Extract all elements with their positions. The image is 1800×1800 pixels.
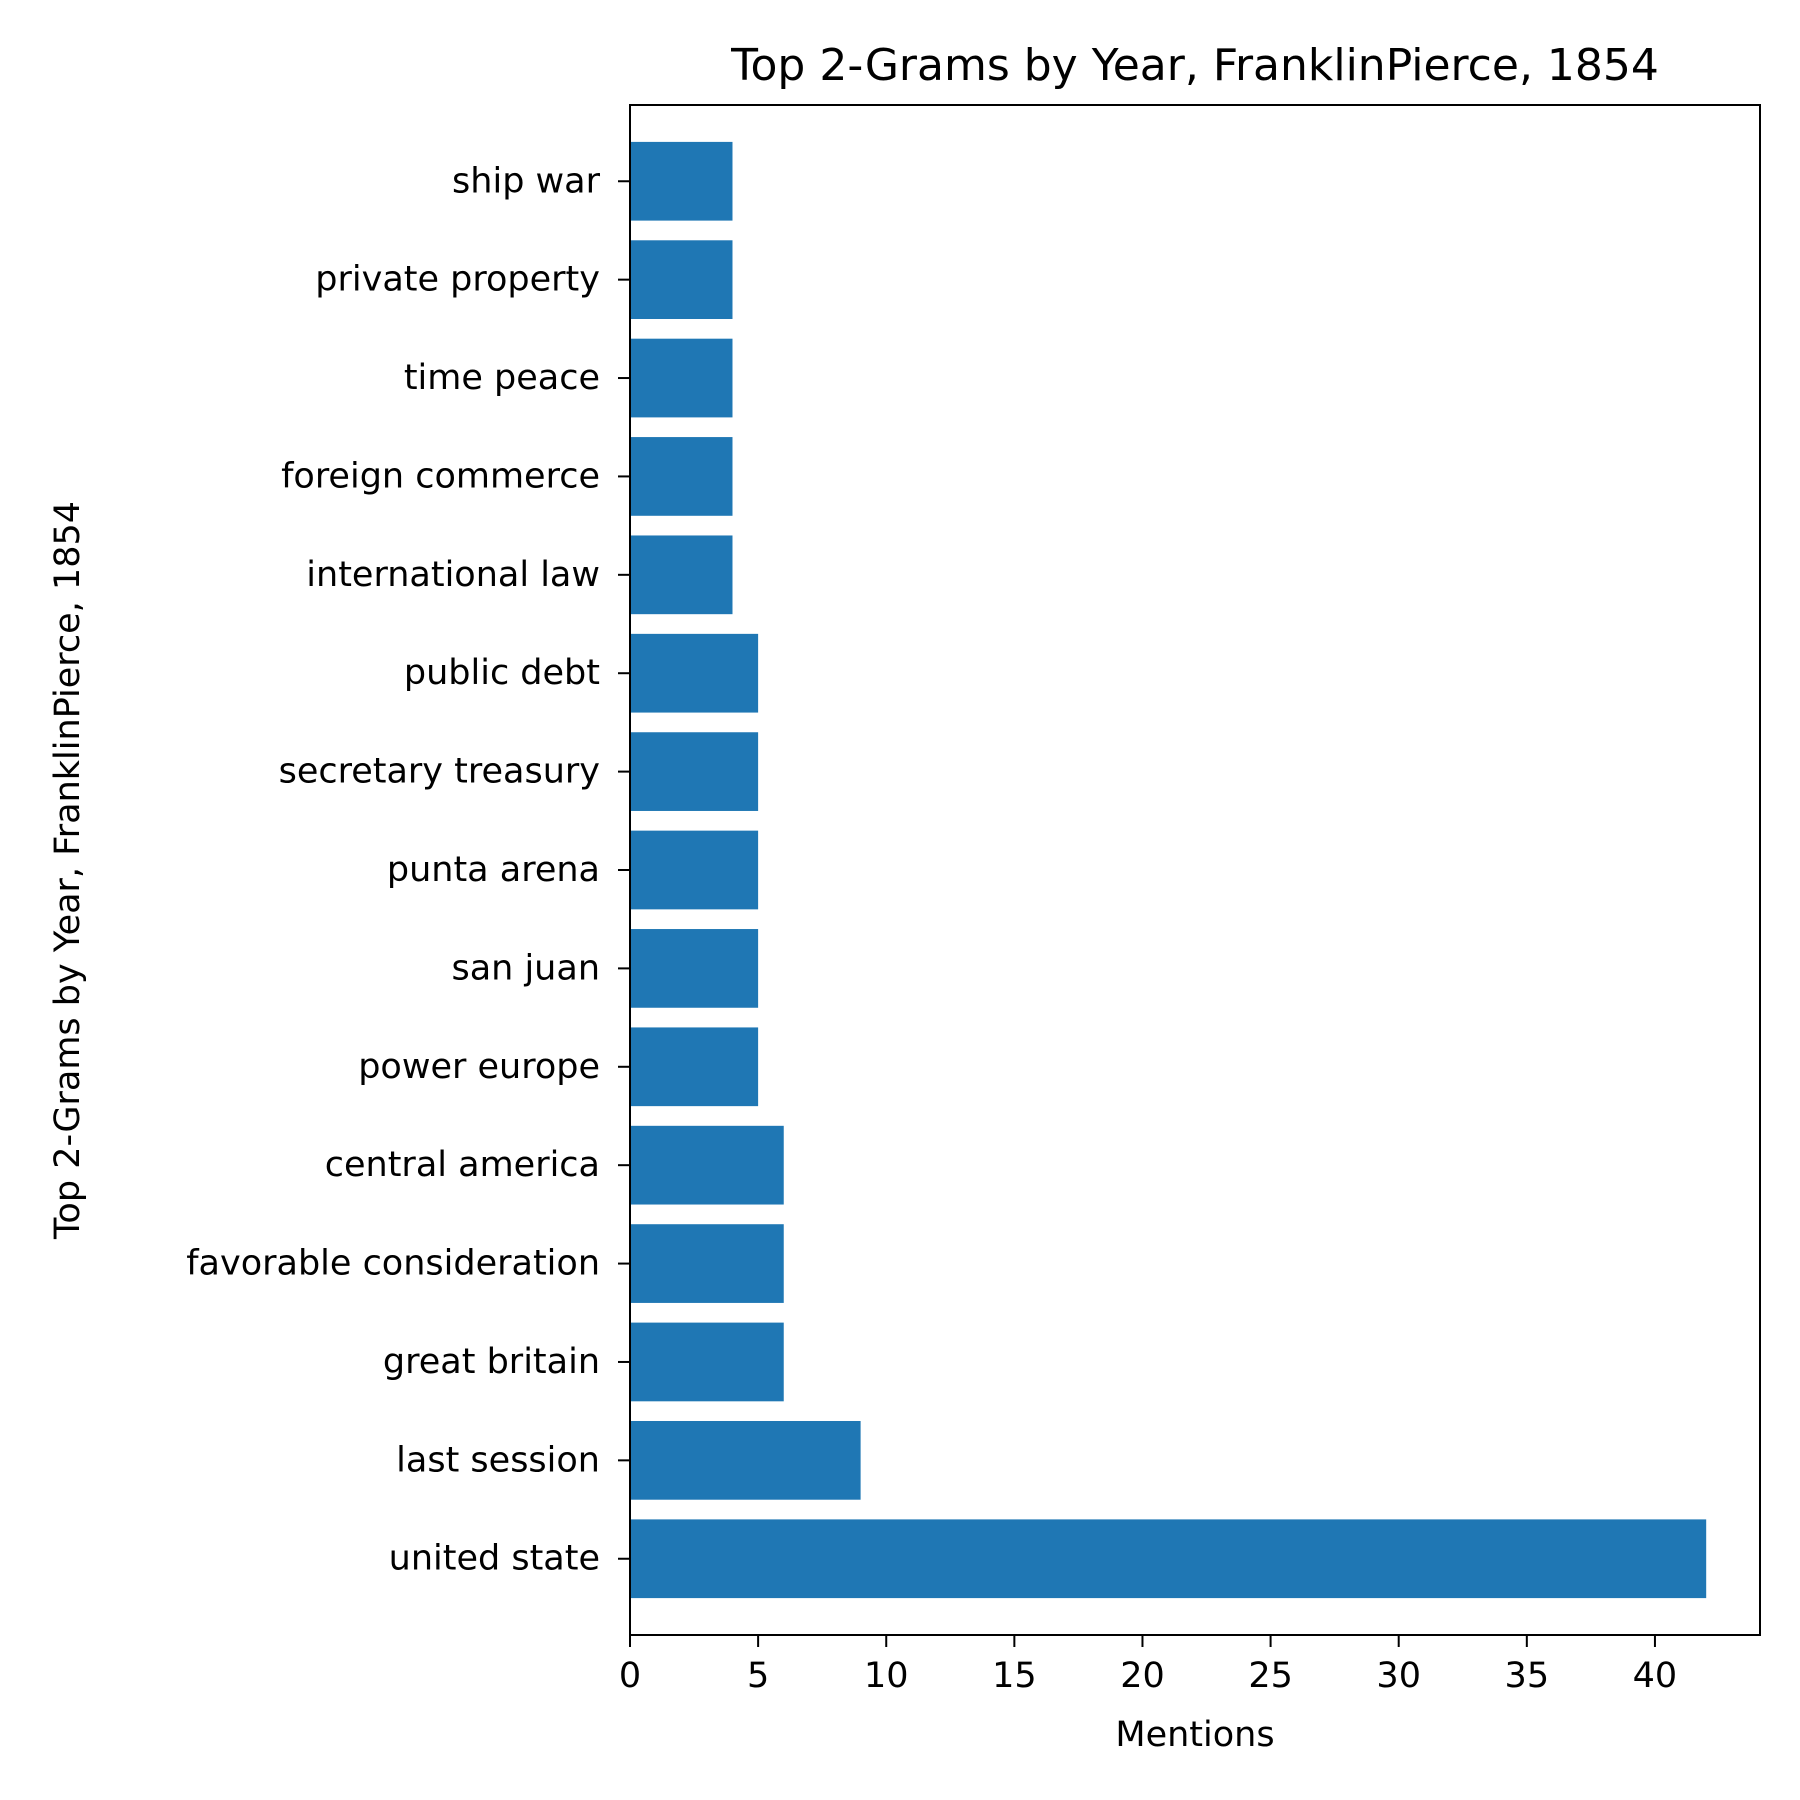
bar-time-peace (630, 338, 733, 418)
y-tick-label: time peace (404, 358, 600, 398)
x-tick-label: 15 (992, 1656, 1037, 1696)
y-tick-label: public debt (404, 653, 600, 693)
x-tick-label: 35 (1505, 1656, 1550, 1696)
bar-private-property (630, 240, 733, 320)
y-tick-label: central america (325, 1145, 600, 1185)
bar-international-law (630, 535, 733, 615)
y-tick-label: favorable consideration (186, 1244, 600, 1284)
bar-public-debt (630, 633, 759, 713)
y-axis-ticks: united state last session great britain fav… (186, 161, 630, 1579)
x-axis-label: Mentions (1115, 1715, 1274, 1755)
bar-ship-war (630, 141, 733, 221)
x-axis-ticks: 0 5 10 15 20 25 30 35 40 (619, 1635, 1677, 1696)
bar-last-session (630, 1420, 861, 1500)
y-tick-label: power europe (358, 1047, 600, 1087)
bar-central-america (630, 1125, 784, 1205)
x-tick-label: 0 (619, 1656, 641, 1696)
y-tick-label: ship war (452, 161, 601, 201)
y-tick-label: punta arena (387, 850, 600, 890)
chart-title: Top 2-Grams by Year, FranklinPierce, 185… (730, 40, 1659, 91)
y-tick-label: private property (315, 260, 600, 300)
bar-favorable-consideration (630, 1224, 784, 1303)
y-tick-label: secretary treasury (279, 752, 600, 792)
y-tick-label: foreign commerce (281, 456, 600, 496)
y-tick-label: united state (389, 1539, 600, 1579)
x-tick-label: 40 (1633, 1656, 1678, 1696)
y-tick-label: san juan (451, 948, 600, 988)
x-tick-label: 10 (864, 1656, 909, 1696)
bar-secretary-treasury (630, 732, 759, 811)
x-tick-label: 5 (747, 1656, 769, 1696)
bar-great-britain (630, 1322, 784, 1402)
x-tick-label: 25 (1248, 1656, 1293, 1696)
bar-san-juan (630, 929, 759, 1008)
y-tick-label: last session (396, 1440, 600, 1480)
plot-frame (629, 104, 1761, 1636)
y-axis-label: Top 2-Grams by Year, FranklinPierce, 185… (48, 501, 88, 1240)
x-tick-label: 20 (1120, 1656, 1165, 1696)
y-tick-label: great britain (383, 1342, 600, 1382)
bar-punta-arena (630, 830, 759, 910)
bar-foreign-commerce (630, 437, 733, 516)
y-tick-label: international law (306, 555, 600, 595)
bar-power-europe (630, 1027, 759, 1107)
bar-united-state (630, 1519, 1707, 1599)
bars-group (630, 141, 1707, 1599)
x-tick-label: 30 (1376, 1656, 1421, 1696)
